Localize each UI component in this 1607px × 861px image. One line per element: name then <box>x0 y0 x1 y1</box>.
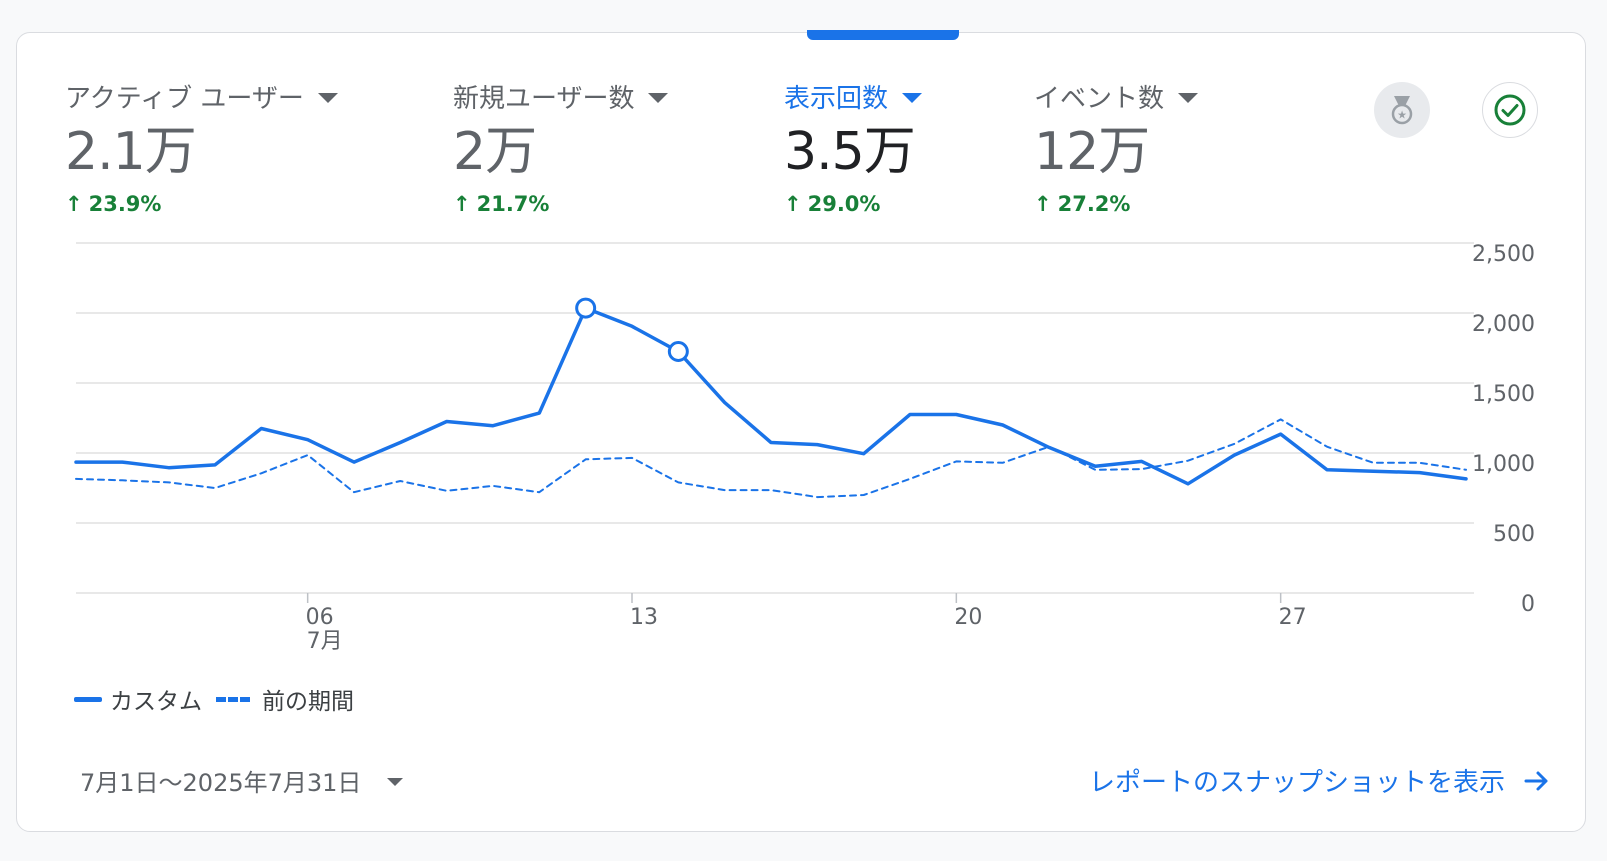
date-range-text: 7月1日～2025年7月31日 <box>80 769 362 797</box>
x-tick-sublabel: 7月 <box>307 629 343 654</box>
arrow-up-icon: ↑ <box>784 192 802 216</box>
metric-label: アクティブ ユーザー <box>65 83 304 114</box>
metric-value: 3.5万 <box>784 122 916 182</box>
arrow-up-icon: ↑ <box>65 192 83 216</box>
metric-change: ↑ 29.0% <box>784 192 922 216</box>
check-circle-icon[interactable] <box>1482 82 1538 138</box>
legend-label: カスタム <box>110 689 202 715</box>
y-tick-label: 1,000 <box>1472 452 1535 477</box>
metric-views[interactable]: 表示回数 3.5万 ↑ 29.0% <box>784 78 923 216</box>
metric-change-value: 27.2% <box>1057 192 1131 216</box>
caret-down-icon[interactable] <box>648 93 669 103</box>
metric-change-value: 23.9% <box>88 192 162 216</box>
metric-label: イベント数 <box>1034 83 1165 114</box>
x-tick-label: 27 <box>1279 605 1307 630</box>
metric-label: 表示回数 <box>784 83 889 114</box>
date-range-selector[interactable]: 7月1日～2025年7月31日 <box>80 763 404 798</box>
view-snapshot-link[interactable]: レポートのスナップショットを表示 <box>1089 762 1551 799</box>
highlighted-point <box>575 297 597 319</box>
y-tick-label: 2,000 <box>1472 312 1535 337</box>
series-line-previous <box>75 418 1467 499</box>
legend-item-current[interactable]: カスタム <box>74 682 202 716</box>
legend-item-previous[interactable]: 前の期間 <box>216 682 354 716</box>
y-tick-label: 500 <box>1493 522 1535 547</box>
metric-label: 新規ユーザー数 <box>453 83 635 114</box>
arrow-up-icon: ↑ <box>1034 192 1052 216</box>
metric-active-users[interactable]: アクティブ ユーザー 2.1万 ↑ 23.9% <box>65 78 338 216</box>
arrow-up-icon: ↑ <box>453 192 471 216</box>
series-line-current <box>74 306 1468 486</box>
metric-change: ↑ 23.9% <box>65 192 338 216</box>
metric-new-users[interactable]: 新規ユーザー数 2万 ↑ 21.7% <box>453 78 669 216</box>
highlighted-point <box>667 341 689 362</box>
caret-down-icon[interactable] <box>902 93 923 103</box>
metric-change: ↑ 21.7% <box>453 192 668 216</box>
y-tick-label: 2,500 <box>1472 242 1535 267</box>
x-tick-label: 06 <box>306 605 334 630</box>
metric-event-count[interactable]: イベント数 12万 ↑ 27.2% <box>1034 78 1199 216</box>
metric-change-value: 21.7% <box>476 192 550 216</box>
legend-label: 前の期間 <box>262 689 354 715</box>
svg-text:★: ★ <box>1397 109 1407 122</box>
caret-down-icon[interactable] <box>1178 93 1199 103</box>
caret-down-icon[interactable] <box>317 93 338 103</box>
metric-value: 12万 <box>1034 122 1150 182</box>
x-tick-label: 13 <box>630 605 658 630</box>
y-tick-label: 1,500 <box>1472 382 1535 407</box>
metric-value: 2.1万 <box>65 122 197 182</box>
medal-icon[interactable]: ★ <box>1374 82 1430 138</box>
y-tick-label: 0 <box>1521 592 1535 617</box>
dashed-line-icon <box>216 696 250 702</box>
snapshot-link-text: レポートのスナップショットを表示 <box>1088 768 1505 798</box>
x-tick-label: 20 <box>954 605 982 630</box>
metric-change-value: 29.0% <box>807 192 881 216</box>
arrow-right-icon <box>1523 769 1551 793</box>
metric-value: 2万 <box>453 122 537 182</box>
solid-line-icon <box>74 696 102 702</box>
selected-tab-indicator <box>807 30 959 40</box>
chart-legend: カスタム 前の期間 <box>74 682 368 716</box>
caret-down-icon[interactable] <box>387 777 404 786</box>
metric-change: ↑ 27.2% <box>1034 192 1198 216</box>
